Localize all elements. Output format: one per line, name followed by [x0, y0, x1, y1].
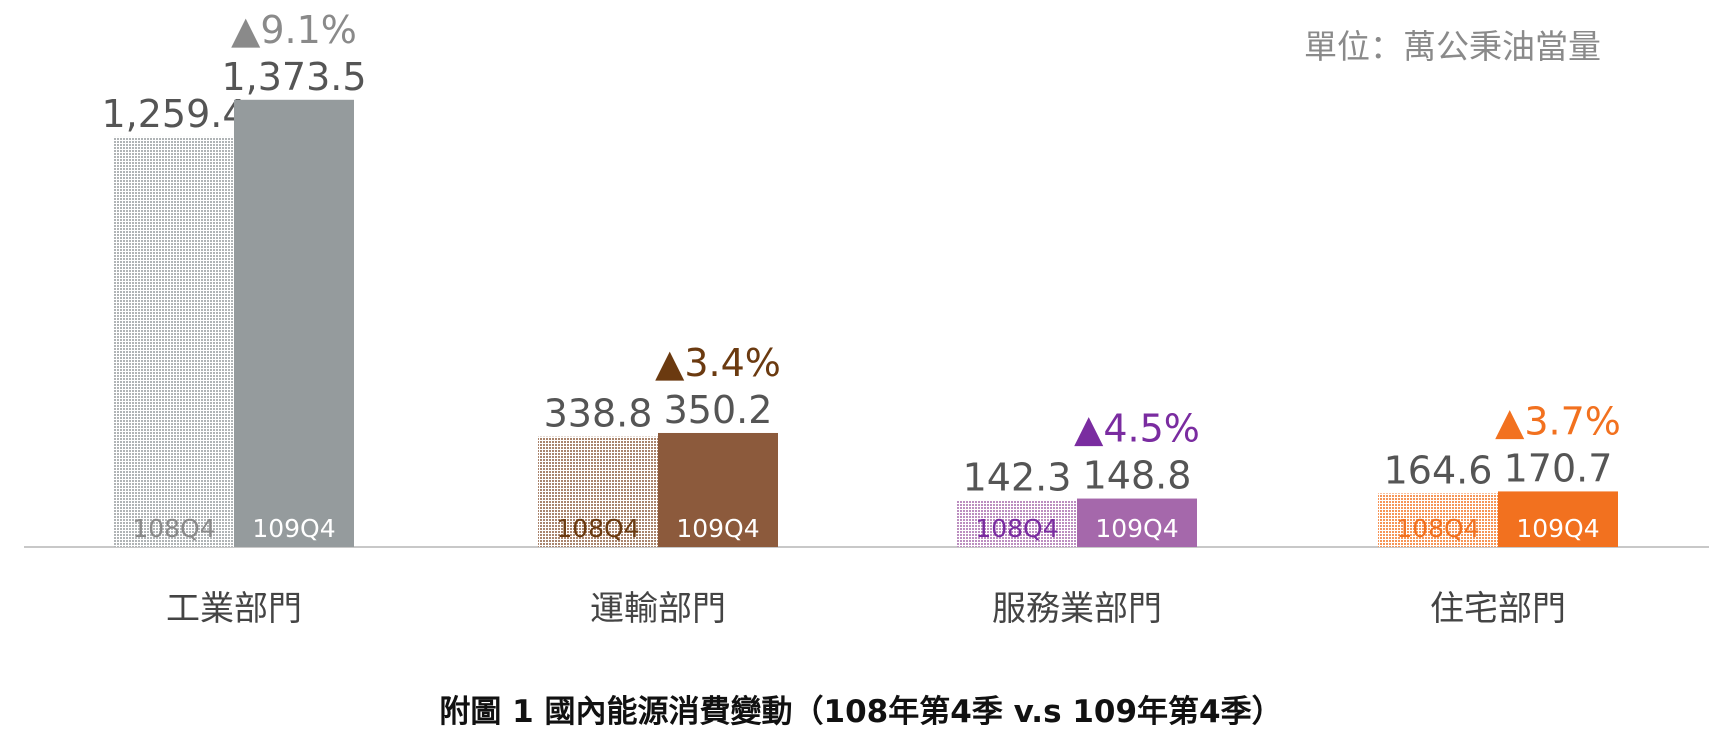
change-annotation: ▲3.4%	[655, 341, 781, 385]
bar-series-label: 108Q4	[975, 514, 1058, 543]
value-label: 148.8	[1083, 454, 1192, 498]
unit-label: 單位：萬公秉油當量	[1304, 27, 1601, 66]
bar-series-label: 109Q4	[252, 514, 335, 543]
bar-series-label: 108Q4	[132, 514, 215, 543]
bar	[538, 436, 658, 547]
value-label: 1,259.4	[101, 92, 246, 136]
bar-series-label: 108Q4	[1396, 514, 1479, 543]
bar-series-label: 109Q4	[676, 514, 759, 543]
bar-series-label: 108Q4	[556, 514, 639, 543]
x-tick-label: 工業部門	[166, 589, 302, 629]
bar	[957, 500, 1077, 547]
value-label: 338.8	[544, 392, 653, 436]
bar	[114, 136, 234, 547]
x-tick-label: 服務業部門	[992, 589, 1162, 629]
x-tick-label: 住宅部門	[1430, 589, 1566, 629]
bar-series-label: 109Q4	[1095, 514, 1178, 543]
value-label: 350.2	[664, 388, 773, 432]
value-label: 1,373.5	[221, 55, 366, 99]
value-label: 142.3	[963, 456, 1072, 500]
bar	[1498, 491, 1618, 547]
bar	[658, 432, 778, 547]
bar	[1077, 498, 1197, 547]
change-annotation: ▲3.7%	[1495, 399, 1621, 443]
x-tick-label: 運輸部門	[590, 589, 726, 629]
change-annotation: ▲9.1%	[231, 8, 357, 52]
value-label: 164.6	[1384, 448, 1493, 492]
chart-title: 附圖 1 國內能源消費變動（108年第4季 v.s 109年第4季）	[439, 694, 1282, 730]
bar	[1378, 493, 1498, 547]
value-label: 170.7	[1504, 446, 1613, 490]
bar-series-label: 109Q4	[1516, 514, 1599, 543]
bar	[234, 99, 354, 548]
change-annotation: ▲4.5%	[1074, 407, 1200, 451]
